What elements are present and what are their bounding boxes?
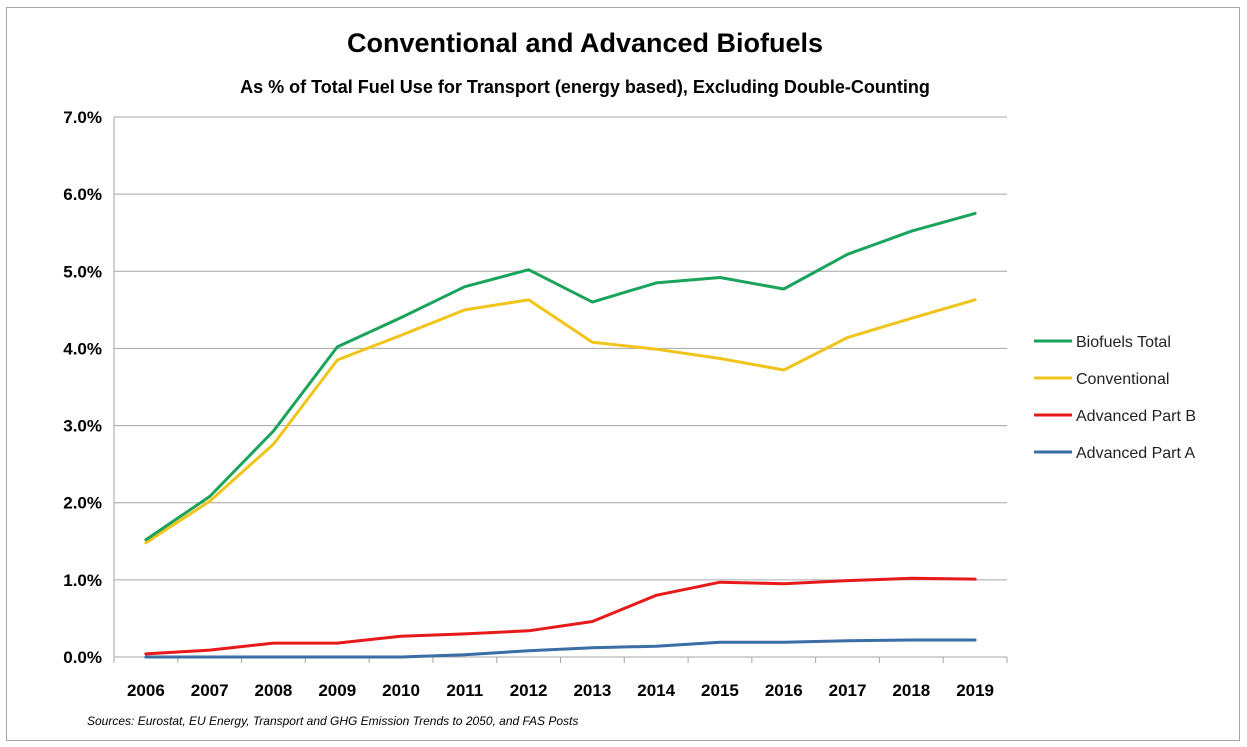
- x-tick-label: 2006: [127, 681, 165, 700]
- x-tick-label: 2019: [956, 681, 994, 700]
- y-tick-label: 6.0%: [63, 185, 102, 204]
- chart-canvas: Conventional and Advanced Biofuels As % …: [63, 28, 1196, 728]
- x-tick-label: 2008: [255, 681, 293, 700]
- x-tick-label: 2009: [318, 681, 356, 700]
- x-tick-label: 2013: [573, 681, 611, 700]
- series-line-advanced-part-a: [144, 638, 977, 659]
- x-tick-label: 2010: [382, 681, 420, 700]
- y-tick-label: 0.0%: [63, 648, 102, 667]
- x-tick-label: 2017: [829, 681, 867, 700]
- legend-label-biofuels-total: Biofuels Total: [1076, 334, 1171, 351]
- chart-subtitle: As % of Total Fuel Use for Transport (en…: [240, 77, 930, 97]
- series-line-biofuels-total: [144, 211, 977, 542]
- legend-label-conventional: Conventional: [1076, 371, 1169, 388]
- x-tick-label: 2011: [446, 681, 483, 700]
- y-tick-label: 1.0%: [63, 571, 102, 590]
- x-axis-tick-labels: 2006 2007 2008 2009 2010 2011 2012 2013 2014 2015…: [127, 681, 994, 700]
- grid-lines: [114, 116, 1007, 581]
- x-tick-label: 2018: [892, 681, 930, 700]
- x-tick-label: 2016: [765, 681, 803, 700]
- y-tick-label: 3.0%: [63, 417, 102, 436]
- y-axis-tick-labels: 0.0% 1.0% 2.0% 3.0% 4.0% 5.0% 6.0% 7.0%: [63, 108, 102, 667]
- x-tick-label: 2014: [637, 681, 675, 700]
- legend-label-advanced-part-b: Advanced Part B: [1076, 408, 1196, 425]
- y-tick-label: 5.0%: [63, 262, 102, 281]
- x-tick-label: 2007: [191, 681, 229, 700]
- y-tick-label: 2.0%: [63, 494, 102, 513]
- y-tick-label: 7.0%: [63, 108, 102, 127]
- source-note: Sources: Eurostat, EU Energy, Transport …: [87, 714, 578, 728]
- chart-title: Conventional and Advanced Biofuels: [347, 28, 823, 58]
- x-tick-label: 2015: [701, 681, 739, 700]
- plot-series: [144, 211, 977, 659]
- legend: Biofuels Total Conventional Advanced Part …: [1034, 334, 1196, 462]
- legend-label-advanced-part-a: Advanced Part A: [1076, 445, 1196, 462]
- chart-frame: Conventional and Advanced Biofuels As % …: [6, 7, 1240, 741]
- series-line-advanced-part-b: [144, 576, 977, 656]
- series-line-conventional: [144, 298, 977, 545]
- y-tick-label: 4.0%: [63, 339, 102, 358]
- x-tick-label: 2012: [510, 681, 548, 700]
